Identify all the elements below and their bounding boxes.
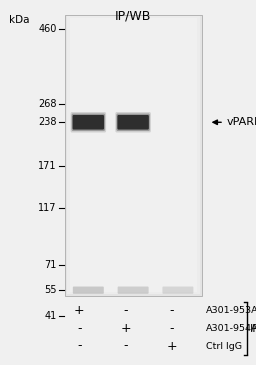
FancyBboxPatch shape [118,287,148,294]
FancyBboxPatch shape [71,114,105,131]
Text: 238: 238 [38,117,57,127]
Text: A301-954A: A301-954A [206,324,256,333]
Bar [67,16,200,294]
Text: IP/WB: IP/WB [115,9,151,22]
Text: 117: 117 [38,203,57,213]
Bar [65,15,202,296]
Text: 41: 41 [45,311,57,321]
FancyBboxPatch shape [70,112,106,132]
Text: 171: 171 [38,161,57,171]
Text: vPARP: vPARP [227,117,256,127]
Text: IP: IP [250,323,256,334]
Text: -: - [169,304,174,318]
Text: -: - [123,304,128,318]
FancyBboxPatch shape [117,115,149,130]
FancyBboxPatch shape [162,287,194,294]
Text: +: + [74,304,85,318]
Text: -: - [169,322,174,335]
Text: 268: 268 [38,99,57,109]
Text: -: - [77,322,82,335]
Text: 55: 55 [44,285,57,295]
FancyBboxPatch shape [116,114,150,131]
Bar [70,18,197,292]
Text: +: + [120,322,131,335]
Text: A301-953A: A301-953A [206,307,256,315]
Text: Ctrl IgG: Ctrl IgG [206,342,242,350]
Text: kDa: kDa [9,15,29,24]
FancyBboxPatch shape [73,115,104,130]
FancyBboxPatch shape [115,112,151,132]
FancyBboxPatch shape [73,287,104,294]
Text: -: - [77,339,82,353]
Text: 460: 460 [38,24,57,34]
Text: -: - [123,339,128,353]
Text: +: + [166,339,177,353]
Text: 71: 71 [45,260,57,270]
